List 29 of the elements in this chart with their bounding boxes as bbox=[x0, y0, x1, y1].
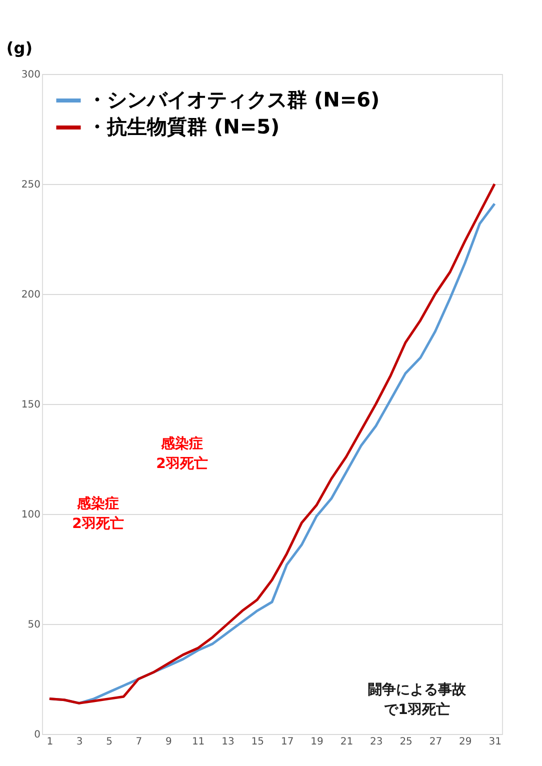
y-tick-label: 150 bbox=[21, 400, 40, 410]
annotation: 感染症2羽死亡 bbox=[72, 495, 124, 532]
x-tick-label: 9 bbox=[165, 736, 172, 748]
x-tick-label: 7 bbox=[136, 736, 142, 748]
y-tick-label: 100 bbox=[21, 510, 40, 520]
legend-label: ・シンバイオティクス群 (N=6) bbox=[87, 88, 380, 112]
x-tick-label: 3 bbox=[76, 736, 83, 748]
x-tick-label: 27 bbox=[429, 736, 442, 748]
x-tick-label: 15 bbox=[251, 736, 264, 748]
x-tick-label: 11 bbox=[192, 736, 205, 748]
annotation: 感染症2羽死亡 bbox=[156, 435, 208, 472]
y-tick-label: 50 bbox=[28, 620, 40, 630]
x-tick-label: 21 bbox=[340, 736, 354, 748]
x-tick-label: 5 bbox=[106, 736, 112, 748]
annotation: 闘争による事故で1羽死亡 bbox=[368, 682, 467, 718]
y-tick-label: 250 bbox=[21, 180, 40, 190]
x-tick-label: 29 bbox=[459, 736, 472, 748]
y-axis-title: (g) bbox=[6, 38, 32, 58]
y-tick-label: 200 bbox=[21, 290, 40, 300]
x-tick-label: 17 bbox=[280, 736, 294, 748]
x-tick-label: 13 bbox=[222, 736, 234, 748]
x-tick-label: 31 bbox=[488, 736, 502, 748]
y-tick-label: 0 bbox=[34, 730, 40, 740]
x-tick-label: 23 bbox=[370, 736, 383, 748]
legend-label: ・抗生物質群 (N=5) bbox=[87, 114, 280, 138]
y-tick-label: 300 bbox=[21, 70, 40, 80]
x-tick-label: 25 bbox=[400, 736, 412, 748]
x-tick-label: 1 bbox=[46, 736, 54, 748]
x-tick-label: 19 bbox=[310, 736, 324, 748]
